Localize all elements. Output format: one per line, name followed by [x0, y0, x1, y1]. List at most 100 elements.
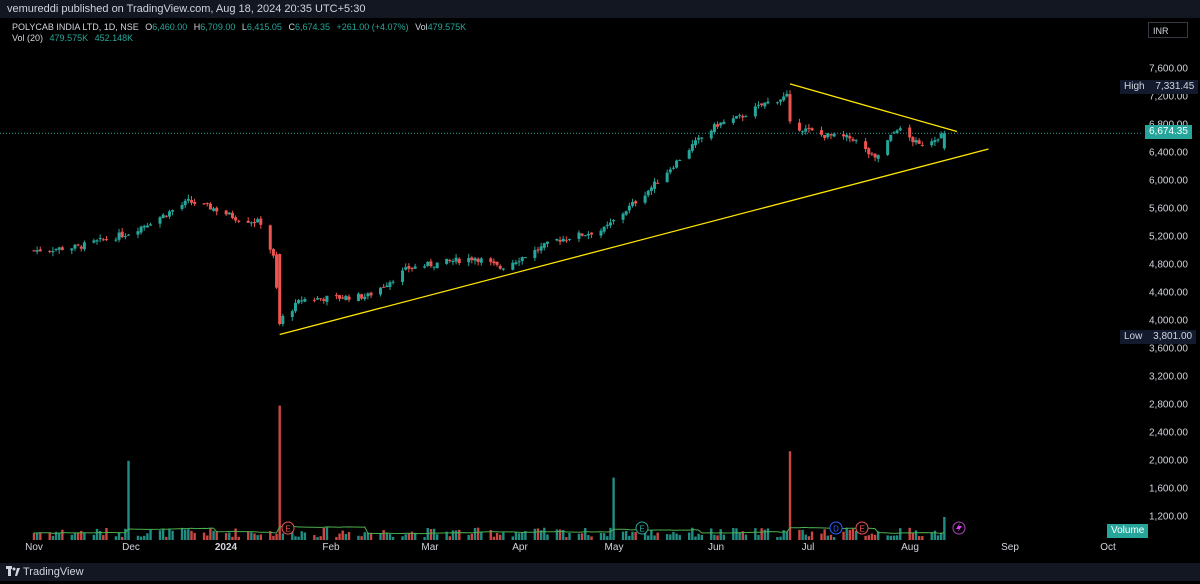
volume-bar — [933, 530, 937, 540]
volume-bar — [741, 531, 744, 540]
candle-body — [142, 225, 146, 228]
event-marker-icon[interactable]: E — [635, 521, 649, 535]
volume-bar — [391, 536, 395, 540]
candle-body — [319, 298, 323, 300]
price-tick-label: 2,400.00 — [1149, 427, 1188, 438]
volume-bar — [426, 528, 429, 540]
low-value: 6,415.05 — [246, 22, 282, 32]
volume-bar — [297, 536, 300, 540]
candle-body — [942, 133, 946, 149]
volume-bar — [653, 535, 656, 540]
candle-body — [38, 249, 42, 252]
candle-body — [936, 139, 940, 141]
volume-bar — [234, 528, 237, 540]
time-tick-label: Aug — [901, 542, 919, 553]
event-marker-icon[interactable]: E — [281, 521, 295, 535]
open-label: O — [145, 22, 153, 32]
volume-bar — [650, 530, 653, 540]
candle-body — [495, 261, 499, 265]
candle-body — [719, 122, 723, 126]
vol-ma-label[interactable]: Vol (20) — [12, 33, 44, 43]
volume-bar — [73, 533, 77, 540]
candle-body — [212, 208, 216, 211]
time-tick-label: Feb — [322, 542, 340, 553]
price-tick-label: 5,200.00 — [1149, 231, 1188, 242]
candle-body — [536, 249, 540, 251]
volume-bar — [98, 530, 102, 540]
candle-body — [48, 250, 52, 252]
volume-bar — [810, 531, 814, 540]
candle-body — [489, 258, 493, 263]
volume-bar — [190, 530, 193, 540]
volume-bar — [454, 530, 458, 540]
volume-bar — [892, 535, 896, 540]
volume-bar — [911, 532, 915, 540]
volume-bar — [436, 534, 439, 540]
volume-bar — [281, 533, 285, 540]
candle-body — [734, 116, 738, 119]
volume-bar — [943, 516, 946, 540]
candle-body — [120, 231, 124, 238]
volume-bar — [256, 535, 259, 540]
candle-body — [356, 293, 360, 301]
chart-area[interactable] — [0, 18, 1200, 560]
volume-bar — [269, 531, 272, 540]
volume-bar — [691, 527, 694, 540]
volume-bar — [247, 531, 250, 540]
event-marker-circle — [635, 521, 649, 535]
volume-bar — [851, 528, 855, 540]
volume-bar — [121, 536, 124, 540]
event-marker-icon[interactable]: D — [829, 521, 843, 535]
volume-bar — [801, 529, 804, 540]
event-marker-icon[interactable]: E — [855, 521, 869, 535]
candle-body — [54, 249, 58, 251]
candle-body — [668, 169, 672, 173]
candle-body — [930, 141, 934, 146]
volume-bar — [458, 529, 461, 540]
volume-bar — [473, 528, 477, 540]
candle-body — [829, 134, 833, 136]
low-label: L — [241, 22, 247, 32]
candle-body — [224, 210, 228, 215]
volume-bar — [231, 536, 234, 540]
low-tag-value: 3,801.00 — [1153, 331, 1193, 342]
volume-bar — [829, 534, 833, 540]
volume-bar — [212, 530, 215, 540]
volume-bar — [341, 530, 344, 540]
candle-body — [788, 94, 792, 122]
volume-bar — [719, 529, 722, 540]
candle-body — [205, 203, 209, 205]
candle-body — [101, 239, 105, 241]
candle-body — [939, 133, 943, 139]
candle-body — [234, 217, 238, 221]
volume-bar — [722, 534, 726, 540]
lightning-icon[interactable] — [952, 521, 966, 535]
candle-body — [826, 133, 830, 138]
volume-bar — [146, 533, 149, 540]
candle-body — [322, 299, 326, 301]
event-marker-letter: E — [859, 525, 864, 534]
currency-selector[interactable]: INR — [1148, 22, 1188, 38]
candle-body — [797, 122, 801, 131]
candle-body — [467, 257, 471, 263]
time-axis[interactable]: Nov Dec 2024 Feb Mar Apr May Jun Jul Aug Sep Oct — [0, 538, 1143, 560]
volume-bar — [533, 528, 537, 540]
volume-tag: Volume — [1107, 524, 1149, 538]
volume-bar — [39, 532, 42, 540]
candle-body — [580, 233, 584, 236]
candle-body — [391, 281, 395, 283]
volume-bar — [524, 531, 527, 540]
volume-bar — [798, 529, 801, 540]
volume-bar — [193, 532, 196, 540]
candle-body — [511, 262, 515, 270]
symbol-name[interactable]: POLYCAB INDIA LTD, 1D, NSE — [12, 22, 139, 32]
candle-body — [933, 140, 937, 143]
candle-body — [410, 267, 414, 269]
volume-bar — [555, 529, 559, 540]
candle-body — [520, 257, 524, 261]
candle-body — [653, 181, 657, 189]
price-axis[interactable]: 7,600.00 7,200.00 6,800.00 6,400.00 6,000.00… — [1143, 18, 1200, 538]
volume-bar — [788, 451, 792, 540]
volume-bar — [495, 532, 499, 540]
